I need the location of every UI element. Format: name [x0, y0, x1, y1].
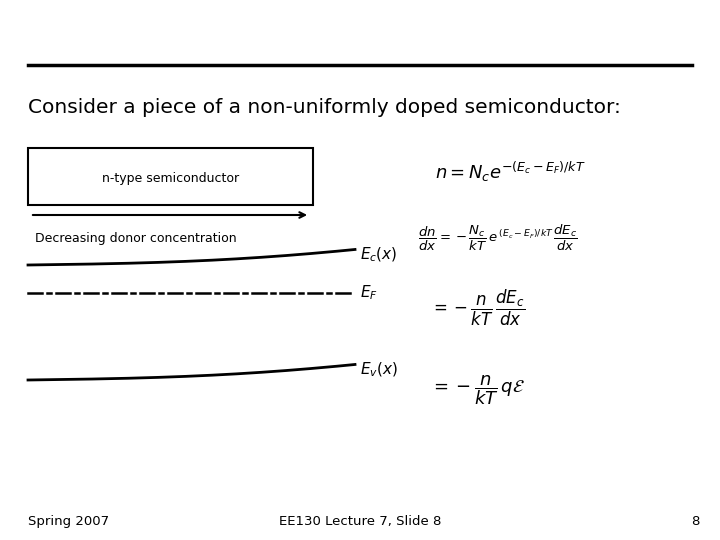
Text: Consider a piece of a non-uniformly doped semiconductor:: Consider a piece of a non-uniformly dope…	[28, 98, 621, 117]
Text: n-type semiconductor: n-type semiconductor	[102, 172, 239, 185]
Text: $E_c(x)$: $E_c(x)$	[360, 246, 397, 264]
Text: $n = N_c e^{-(E_c - E_F)/kT}$: $n = N_c e^{-(E_c - E_F)/kT}$	[435, 160, 586, 184]
Text: Spring 2007: Spring 2007	[28, 515, 109, 528]
Text: $\dfrac{dn}{dx} = -\dfrac{N_c}{kT}\,e^{\,(E_c - E_F)/kT}\,\dfrac{dE_c}{dx}$: $\dfrac{dn}{dx} = -\dfrac{N_c}{kT}\,e^{\…	[418, 223, 578, 253]
Text: $E_F$: $E_F$	[360, 284, 378, 302]
Text: EE130 Lecture 7, Slide 8: EE130 Lecture 7, Slide 8	[279, 515, 441, 528]
Text: 8: 8	[692, 515, 700, 528]
Text: $E_v(x)$: $E_v(x)$	[360, 361, 398, 379]
Text: $= -\dfrac{n}{kT}\,\dfrac{dE_c}{dx}$: $= -\dfrac{n}{kT}\,\dfrac{dE_c}{dx}$	[430, 288, 526, 328]
Bar	[28, 148, 313, 205]
Text: $= -\dfrac{n}{kT}\,q\mathcal{E}$: $= -\dfrac{n}{kT}\,q\mathcal{E}$	[430, 373, 525, 407]
Text: Decreasing donor concentration: Decreasing donor concentration	[35, 232, 237, 245]
